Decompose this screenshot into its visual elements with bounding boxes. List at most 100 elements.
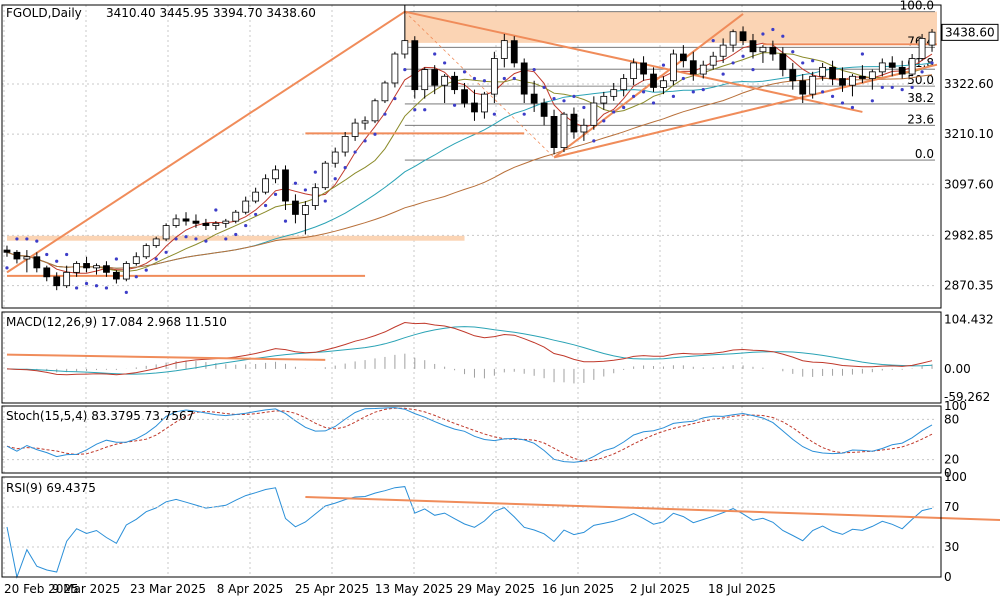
psar-dot [263, 203, 268, 208]
candle-body [918, 38, 926, 59]
stoch-y-tick: 100 [944, 399, 967, 413]
psar-dot [920, 70, 924, 74]
last-price-label: 3438.60 [945, 25, 995, 39]
rsi-line [6, 486, 933, 579]
psar-dot [502, 76, 506, 81]
candle-body [142, 245, 150, 258]
psar-dot [821, 90, 825, 94]
candle-body [640, 62, 647, 75]
rsi-label: RSI(9) 69.4375 [6, 481, 96, 495]
psar-dot [55, 259, 59, 263]
candle-body [819, 66, 826, 77]
psar-dot [542, 85, 546, 90]
candle-body [421, 69, 429, 91]
candle-body [13, 251, 21, 260]
candle-body [262, 178, 269, 193]
psar-dot [403, 68, 407, 72]
candle-body [689, 60, 697, 75]
psar-dot [840, 101, 845, 105]
psar-dot [5, 266, 9, 270]
psar-dot [65, 252, 69, 257]
stoch-label: Stoch(15,5,4) 83.3795 73.7567 [6, 409, 194, 423]
candle-body [739, 31, 747, 42]
candle-body [829, 66, 836, 79]
fib-level-label: 50.0 [907, 73, 934, 87]
psar-dot [114, 257, 118, 261]
psar-dot [552, 96, 556, 101]
psar-dot [572, 94, 576, 98]
candle-body [530, 93, 538, 104]
psar-dot [15, 237, 19, 241]
psar-dot [602, 119, 606, 123]
psar-dot [234, 232, 238, 237]
psar-dot [910, 85, 914, 90]
candle-body [132, 256, 140, 264]
macd-trendline [6, 353, 326, 361]
candle-body [122, 263, 130, 280]
candle-body [311, 187, 319, 206]
psar-dot [801, 61, 805, 65]
psar-dot [612, 110, 616, 114]
psar-dot [860, 52, 864, 56]
candle-body [43, 267, 51, 278]
rsi-y-tick: 70 [944, 500, 959, 514]
candle-body [859, 75, 866, 79]
psar-dot [532, 68, 536, 72]
y-tick-label: 3210.10 [944, 127, 994, 141]
candle-body [670, 53, 677, 82]
candle-body [83, 263, 90, 269]
candle-body [719, 44, 727, 57]
psar-dot [443, 61, 447, 65]
psar-dot [462, 70, 467, 74]
candle-body [172, 218, 180, 226]
psar-dot [472, 76, 477, 81]
candle-body [849, 75, 856, 86]
candle-body [33, 256, 41, 269]
psar-dot [104, 286, 109, 290]
fib-zone [6, 235, 465, 241]
psar-dot [283, 219, 288, 223]
candle-body [839, 78, 846, 86]
x-tick-label: 9 Mar 2025 [52, 582, 120, 596]
candle-body [908, 58, 916, 75]
psar-dot [632, 94, 636, 98]
candle-body [600, 95, 608, 104]
candle-body [610, 89, 618, 97]
psar-dot [333, 177, 337, 181]
y-tick-label: 3097.60 [944, 177, 994, 191]
psar-dot [592, 139, 596, 143]
fib-level-label: 38.2 [907, 91, 934, 105]
psar-dot [254, 212, 258, 217]
psar-dot [75, 286, 79, 290]
candle-body [461, 89, 468, 104]
psar-dot [184, 235, 188, 239]
psar-dot [134, 275, 138, 279]
x-tick-label: 29 May 2025 [457, 582, 535, 596]
psar-dot [224, 237, 228, 241]
psar-dot [900, 88, 904, 92]
candle-body [709, 55, 717, 66]
candle-body [401, 40, 409, 55]
candle-body [481, 93, 488, 113]
candle-body [769, 46, 777, 55]
candle-body [242, 200, 250, 213]
psar-dot [25, 237, 29, 241]
candle-body [152, 238, 160, 247]
y-tick-label: 3322.60 [944, 77, 994, 91]
psar-dot [84, 281, 89, 286]
psar-dot [930, 61, 934, 65]
candle-body [520, 62, 528, 95]
fib-level-label: 23.6 [907, 112, 934, 126]
stoch-y-tick: 20 [944, 453, 959, 467]
candle-body [441, 75, 449, 86]
candle-body [23, 256, 31, 260]
candle-body [182, 218, 190, 222]
psar-dot [522, 112, 526, 116]
candle-body [113, 271, 120, 280]
candle-body [202, 222, 210, 226]
psar-dot [562, 99, 566, 103]
psar-dot [701, 88, 705, 92]
psar-dot [214, 208, 218, 212]
